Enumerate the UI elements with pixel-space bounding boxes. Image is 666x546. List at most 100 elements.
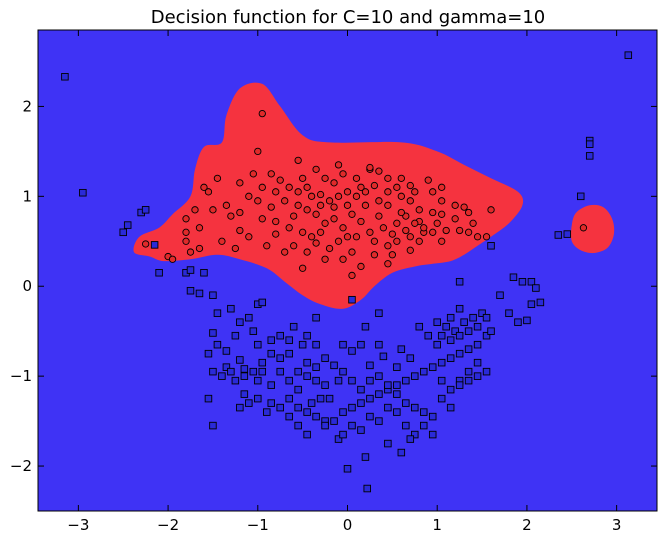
blue-class-point	[402, 376, 410, 385]
blue-class-point	[446, 313, 455, 322]
red-class-point	[294, 201, 302, 209]
red-class-point	[307, 233, 316, 241]
y-tick-label: −1	[10, 367, 32, 385]
red-class-point	[182, 228, 190, 236]
red-class-point	[343, 201, 352, 209]
blue-class-point	[437, 376, 446, 385]
red-class-point	[321, 174, 329, 182]
red-class-point	[361, 188, 370, 196]
blue-class-point	[487, 242, 495, 250]
x-tick-label: 2	[522, 516, 532, 534]
blue-class-point	[576, 192, 585, 201]
blue-class-point	[585, 140, 594, 148]
blue-class-point	[276, 367, 284, 376]
red-class-point	[370, 251, 379, 259]
blue-class-point	[532, 284, 540, 292]
red-class-point	[258, 215, 266, 223]
red-class-point	[352, 192, 361, 200]
decision-regions	[133, 82, 615, 309]
blue-class-point	[375, 417, 383, 425]
red-class-point	[388, 251, 397, 259]
red-class-point	[272, 230, 280, 238]
blue-class-point	[455, 381, 464, 389]
red-class-point	[384, 201, 392, 209]
red-class-point	[303, 248, 311, 256]
blue-class-point	[343, 464, 352, 473]
blue-class-point	[303, 430, 311, 439]
red-class-point	[236, 226, 244, 235]
blue-class-point	[437, 331, 446, 340]
red-class-point	[316, 190, 325, 199]
blue-class-point	[455, 331, 464, 340]
red-class-point	[415, 206, 423, 214]
blue-class-point	[245, 399, 253, 407]
red-class-point	[438, 197, 446, 205]
blue-class-point	[321, 354, 329, 362]
blue-class-point	[209, 291, 217, 299]
blue-class-point	[473, 340, 482, 349]
red-class-point	[406, 233, 414, 241]
red-class-point	[451, 215, 459, 223]
red-class-point	[236, 208, 244, 217]
blue-class-point	[379, 352, 388, 361]
red-class-point	[357, 217, 365, 226]
blue-class-point	[375, 309, 383, 317]
blue-class-point	[307, 399, 316, 407]
blue-class-point	[487, 327, 495, 335]
blue-class-point	[523, 316, 531, 325]
blue-class-point	[330, 417, 338, 425]
red-class-point	[209, 206, 217, 214]
blue-class-point	[236, 403, 244, 412]
red-class-point	[375, 167, 383, 175]
red-class-point	[429, 228, 437, 236]
red-class-point	[254, 197, 262, 205]
red-class-point	[352, 174, 361, 182]
red-class-point	[379, 224, 388, 232]
red-class-point	[334, 161, 343, 169]
red-class-point	[375, 212, 383, 220]
red-class-point	[294, 188, 302, 196]
red-class-point	[285, 183, 293, 191]
red-class-point	[249, 170, 257, 178]
blue-class-point	[222, 363, 231, 371]
main-red-region	[133, 82, 524, 309]
red-class-point	[213, 174, 222, 182]
blue-class-point	[402, 399, 410, 407]
red-class-point	[393, 237, 401, 245]
blue-class-point	[348, 347, 356, 355]
blue-class-point	[406, 354, 415, 362]
red-class-point	[384, 188, 392, 196]
blue-class-point	[258, 298, 267, 307]
blue-class-point	[411, 372, 419, 380]
red-class-point	[281, 248, 289, 256]
blue-class-point	[393, 390, 401, 398]
red-class-point	[343, 188, 352, 196]
red-class-point	[321, 255, 329, 263]
blue-class-point	[473, 358, 482, 367]
blue-class-point	[312, 363, 320, 371]
blue-class-point	[455, 277, 464, 286]
blue-class-point	[236, 318, 244, 326]
blue-class-point	[303, 372, 311, 380]
red-class-point	[263, 242, 271, 250]
blue-class-point	[446, 354, 455, 362]
red-class-point	[402, 226, 410, 235]
red-class-point	[272, 188, 280, 196]
red-class-point	[339, 170, 347, 178]
red-class-point	[334, 192, 343, 200]
x-tick-label: 0	[343, 516, 353, 534]
x-tick-label: 3	[612, 516, 622, 534]
red-class-point	[330, 179, 338, 187]
x-tick-label: −3	[67, 516, 89, 534]
blue-class-point	[321, 381, 329, 389]
blue-class-point	[155, 268, 163, 277]
red-class-point	[285, 224, 293, 232]
blue-class-point	[79, 188, 87, 197]
blue-class-point	[536, 298, 545, 307]
blue-class-point	[276, 403, 284, 412]
blue-class-point	[482, 313, 491, 322]
red-class-point	[370, 237, 379, 245]
blue-class-point	[397, 448, 406, 457]
blue-class-point	[267, 336, 275, 344]
